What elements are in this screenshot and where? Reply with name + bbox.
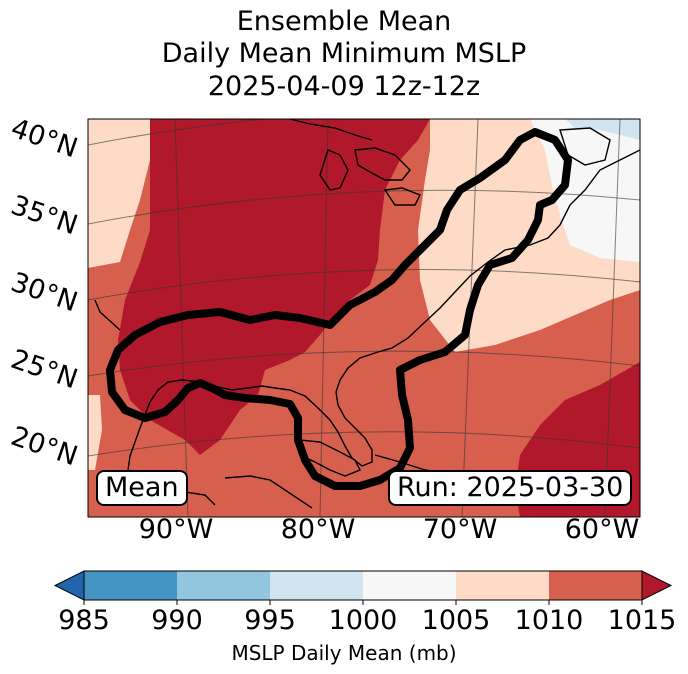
colorbar-extend-low xyxy=(53,570,85,601)
colorbar-extend-high xyxy=(641,570,673,601)
colorbar-tick-990: 990 xyxy=(151,605,203,636)
lon-label-90w: 90°W xyxy=(138,514,214,545)
colorbar-bin-1005-1010 xyxy=(456,571,549,600)
field-995-1000 xyxy=(565,119,640,140)
colorbar-label: MSLP Daily Mean (mb) xyxy=(231,641,457,665)
colorbar-tick-1005: 1005 xyxy=(421,605,491,636)
colorbar-bin-1000-1005 xyxy=(363,571,456,600)
colorbar xyxy=(53,570,673,605)
colorbar-bin-995-1000 xyxy=(270,571,363,600)
run-date-badge: Run: 2025-03-30 xyxy=(388,470,633,506)
colorbar-tick-1000: 1000 xyxy=(328,605,398,636)
title-line-1: Ensemble Mean xyxy=(236,6,452,37)
colorbar-tick-1015: 1015 xyxy=(607,605,677,636)
colorbar-bin-990-995 xyxy=(177,571,270,600)
lon-label-70w: 70°W xyxy=(422,514,498,545)
colorbar-tick-985: 985 xyxy=(58,605,110,636)
lon-label-80w: 80°W xyxy=(280,514,356,545)
colorbar-bin-1010-1015 xyxy=(549,571,642,600)
field-1005-1010-west xyxy=(88,119,150,268)
title-line-3: 2025-04-09 12z-12z xyxy=(207,71,481,102)
field-above-1015-interior xyxy=(118,119,430,455)
field-1005-1010-southwest xyxy=(88,395,102,470)
colorbar-tick-995: 995 xyxy=(244,605,296,636)
colorbar-tick-1010: 1010 xyxy=(514,605,584,636)
title-line-2: Daily Mean Minimum MSLP xyxy=(161,38,527,69)
mslp-field xyxy=(88,119,640,517)
mslp-threshold-contour xyxy=(106,128,572,490)
mean-badge: Mean xyxy=(96,470,188,506)
map-frame xyxy=(87,118,641,518)
colorbar-tick-marks xyxy=(83,600,643,605)
colorbar-bin-985-990 xyxy=(84,571,177,600)
lon-label-60w: 60°W xyxy=(564,514,640,545)
